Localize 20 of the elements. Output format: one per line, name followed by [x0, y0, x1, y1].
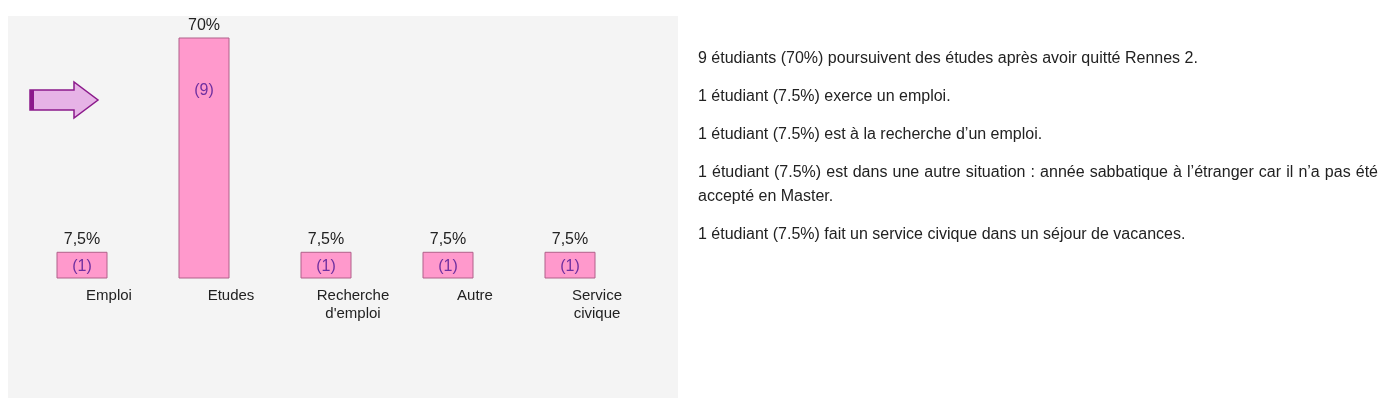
annotation: (1) [438, 257, 458, 275]
data-label: 7,5% [429, 230, 467, 248]
data-label: 70% [187, 16, 221, 33]
x-tick-label: Recherche d'emploi [316, 286, 390, 321]
text: 1 étudiant (7.5%) fait un service civique dans un séjour de vacances. [698, 224, 1187, 244]
x-tick-label: Emploi [86, 286, 132, 303]
text: 1 étudiant (7.5%) exerce un emploi. [698, 86, 952, 106]
text: 1 étudiant (7.5%) est à la recherche d’un emploi. [698, 124, 1044, 144]
annotation: (1) [316, 257, 336, 275]
x-tick-label: Service civique [571, 286, 623, 321]
x-tick-label: Autre [457, 286, 493, 303]
annotation: (1) [560, 257, 580, 275]
data-label: 7,5% [307, 230, 345, 248]
text: 1 étudiant (7.5%) est dans une autre situation : année sabbatique à l’étranger car il n’a pas été accepté en Master. [698, 162, 1378, 206]
text: 9 étudiants (70%) poursuivent des études après avoir quitté Rennes 2. [698, 48, 1199, 68]
annotation: (1) [72, 257, 92, 275]
x-tick-label: Etudes [207, 286, 255, 303]
data-label: 7,5% [63, 230, 101, 248]
annotation: (9) [194, 81, 214, 99]
data-label: 7,5% [551, 230, 589, 248]
